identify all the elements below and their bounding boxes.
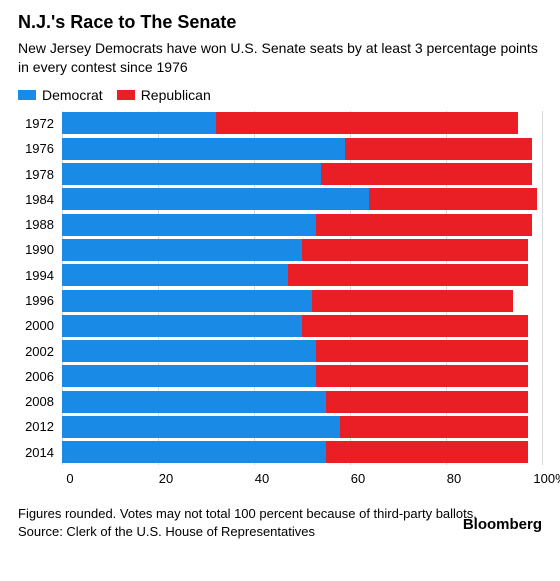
bar-segment-democrat [62, 340, 316, 362]
bar-row [62, 414, 542, 439]
chart-card: N.J.'s Race to The Senate New Jersey Dem… [0, 0, 560, 581]
legend-item-republican: Republican [117, 87, 211, 103]
legend-label-republican: Republican [141, 87, 211, 103]
legend-item-democrat: Democrat [18, 87, 103, 103]
y-tick-label: 2006 [25, 364, 54, 389]
stacked-bar [62, 239, 542, 261]
y-tick-label: 1984 [25, 187, 54, 212]
stacked-bar [62, 163, 542, 185]
y-tick-label: 1978 [25, 161, 54, 186]
bar-segment-republican [288, 264, 528, 286]
bar-row [62, 389, 542, 414]
legend: Democrat Republican [18, 87, 542, 103]
legend-swatch-republican [117, 90, 135, 100]
x-tick-label: 60 [351, 471, 365, 486]
bar-row [62, 338, 542, 363]
bar-row [62, 364, 542, 389]
stacked-bar [62, 441, 542, 463]
bar-segment-republican [340, 416, 527, 438]
x-tick-label: 20 [159, 471, 173, 486]
plot-area [62, 111, 542, 465]
bar-segment-democrat [62, 365, 316, 387]
bar-segment-democrat [62, 391, 326, 413]
bar-segment-republican [321, 163, 532, 185]
x-tick-label: 0 [66, 471, 73, 486]
bar-segment-democrat [62, 112, 216, 134]
bar-segment-republican [316, 214, 532, 236]
stacked-bar [62, 340, 542, 362]
bar-segment-democrat [62, 239, 302, 261]
bar-segment-democrat [62, 290, 312, 312]
legend-label-democrat: Democrat [42, 87, 103, 103]
y-tick-label: 1990 [25, 237, 54, 262]
stacked-bar [62, 416, 542, 438]
bar-segment-democrat [62, 188, 369, 210]
chart-subtitle: New Jersey Democrats have won U.S. Senat… [18, 39, 542, 77]
bar-row [62, 440, 542, 465]
bar-row [62, 161, 542, 186]
bar-segment-democrat [62, 138, 345, 160]
y-tick-label: 2002 [25, 338, 54, 363]
bar-row [62, 313, 542, 338]
legend-swatch-democrat [18, 90, 36, 100]
stacked-bar [62, 112, 542, 134]
bar-segment-republican [316, 340, 527, 362]
gridline [542, 111, 543, 465]
bar-segment-republican [316, 365, 527, 387]
bar-segment-republican [312, 290, 514, 312]
chart-area: 1972197619781984198819901994199620002002… [18, 111, 542, 465]
bar-row [62, 136, 542, 161]
y-tick-label: 2012 [25, 414, 54, 439]
stacked-bar [62, 264, 542, 286]
bar-segment-democrat [62, 416, 340, 438]
bar-segment-republican [216, 112, 518, 134]
bar-row [62, 288, 542, 313]
y-tick-label: 1994 [25, 263, 54, 288]
bar-segment-democrat [62, 264, 288, 286]
stacked-bar [62, 365, 542, 387]
y-tick-label: 1976 [25, 136, 54, 161]
bar-row [62, 212, 542, 237]
bar-row [62, 263, 542, 288]
x-axis: 020406080100%Votes [70, 471, 542, 489]
bar-segment-republican [369, 188, 537, 210]
bar-segment-democrat [62, 163, 321, 185]
bar-rows [62, 111, 542, 465]
x-tick-label: 80 [447, 471, 461, 486]
stacked-bar [62, 188, 542, 210]
bar-segment-republican [302, 315, 528, 337]
bar-row [62, 187, 542, 212]
y-tick-label: 1972 [25, 111, 54, 136]
y-axis-labels: 1972197619781984198819901994199620002002… [18, 111, 62, 465]
stacked-bar [62, 138, 542, 160]
stacked-bar [62, 290, 542, 312]
x-tick-label: 40 [255, 471, 269, 486]
y-tick-label: 1988 [25, 212, 54, 237]
x-tick-label: 100% [533, 471, 560, 486]
stacked-bar [62, 214, 542, 236]
bar-segment-democrat [62, 441, 326, 463]
bar-segment-republican [345, 138, 532, 160]
bar-segment-republican [302, 239, 528, 261]
y-tick-label: 2000 [25, 313, 54, 338]
y-tick-label: 1996 [25, 288, 54, 313]
stacked-bar [62, 315, 542, 337]
y-tick-label: 2014 [25, 440, 54, 465]
bar-segment-democrat [62, 214, 316, 236]
brand-wordmark: Bloomberg [463, 516, 542, 533]
stacked-bar [62, 391, 542, 413]
bar-segment-republican [326, 391, 528, 413]
chart-title: N.J.'s Race to The Senate [18, 12, 542, 33]
bar-segment-democrat [62, 315, 302, 337]
bar-segment-republican [326, 441, 528, 463]
bar-row [62, 111, 542, 136]
bar-row [62, 237, 542, 262]
y-tick-label: 2008 [25, 389, 54, 414]
